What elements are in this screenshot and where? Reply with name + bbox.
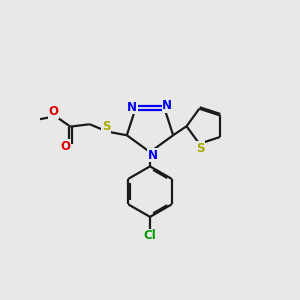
Text: N: N xyxy=(127,100,137,114)
Text: S: S xyxy=(196,142,204,155)
Text: N: N xyxy=(162,99,172,112)
Text: O: O xyxy=(49,105,59,118)
Text: Cl: Cl xyxy=(144,230,156,242)
Text: S: S xyxy=(102,120,110,134)
Text: N: N xyxy=(147,148,158,162)
Text: O: O xyxy=(61,140,70,153)
